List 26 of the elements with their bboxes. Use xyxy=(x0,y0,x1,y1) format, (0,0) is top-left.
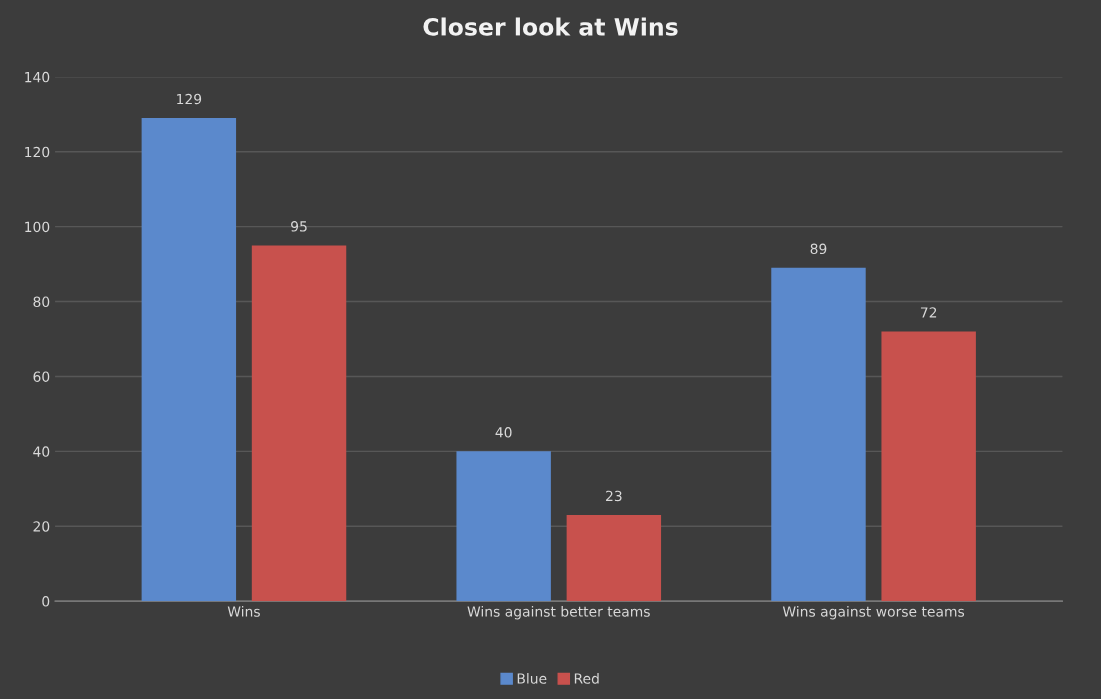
data-label: 72 xyxy=(920,307,937,318)
chart-title: Closer look at Wins xyxy=(423,17,678,36)
data-label: 129 xyxy=(177,93,202,105)
bar xyxy=(456,451,551,602)
y-tick-label: 140 xyxy=(25,71,50,83)
y-tick-label: 80 xyxy=(33,296,50,308)
x-tick-label: Wins against better teams xyxy=(467,606,650,620)
data-label: 23 xyxy=(606,490,622,502)
y-tick-label: 40 xyxy=(33,446,50,457)
y-tick-label: 100 xyxy=(25,221,50,233)
y-tick-label: 120 xyxy=(25,146,50,158)
x-tick-label: Wins xyxy=(227,606,260,617)
x-tick-label: Wins against worse teams xyxy=(782,606,965,620)
y-tick-label: 20 xyxy=(33,521,50,532)
bar xyxy=(251,245,347,602)
data-label: 95 xyxy=(291,221,307,232)
legend-label: Red xyxy=(574,673,599,684)
bar xyxy=(881,331,976,602)
legend-label: Blue xyxy=(517,673,547,684)
bar xyxy=(771,267,866,602)
data-label: 89 xyxy=(810,243,827,255)
data-label: 40 xyxy=(495,427,512,438)
y-tick-label: 60 xyxy=(33,371,50,382)
y-tick-label: 0 xyxy=(42,596,50,607)
bar xyxy=(566,515,662,602)
bar xyxy=(141,118,237,602)
